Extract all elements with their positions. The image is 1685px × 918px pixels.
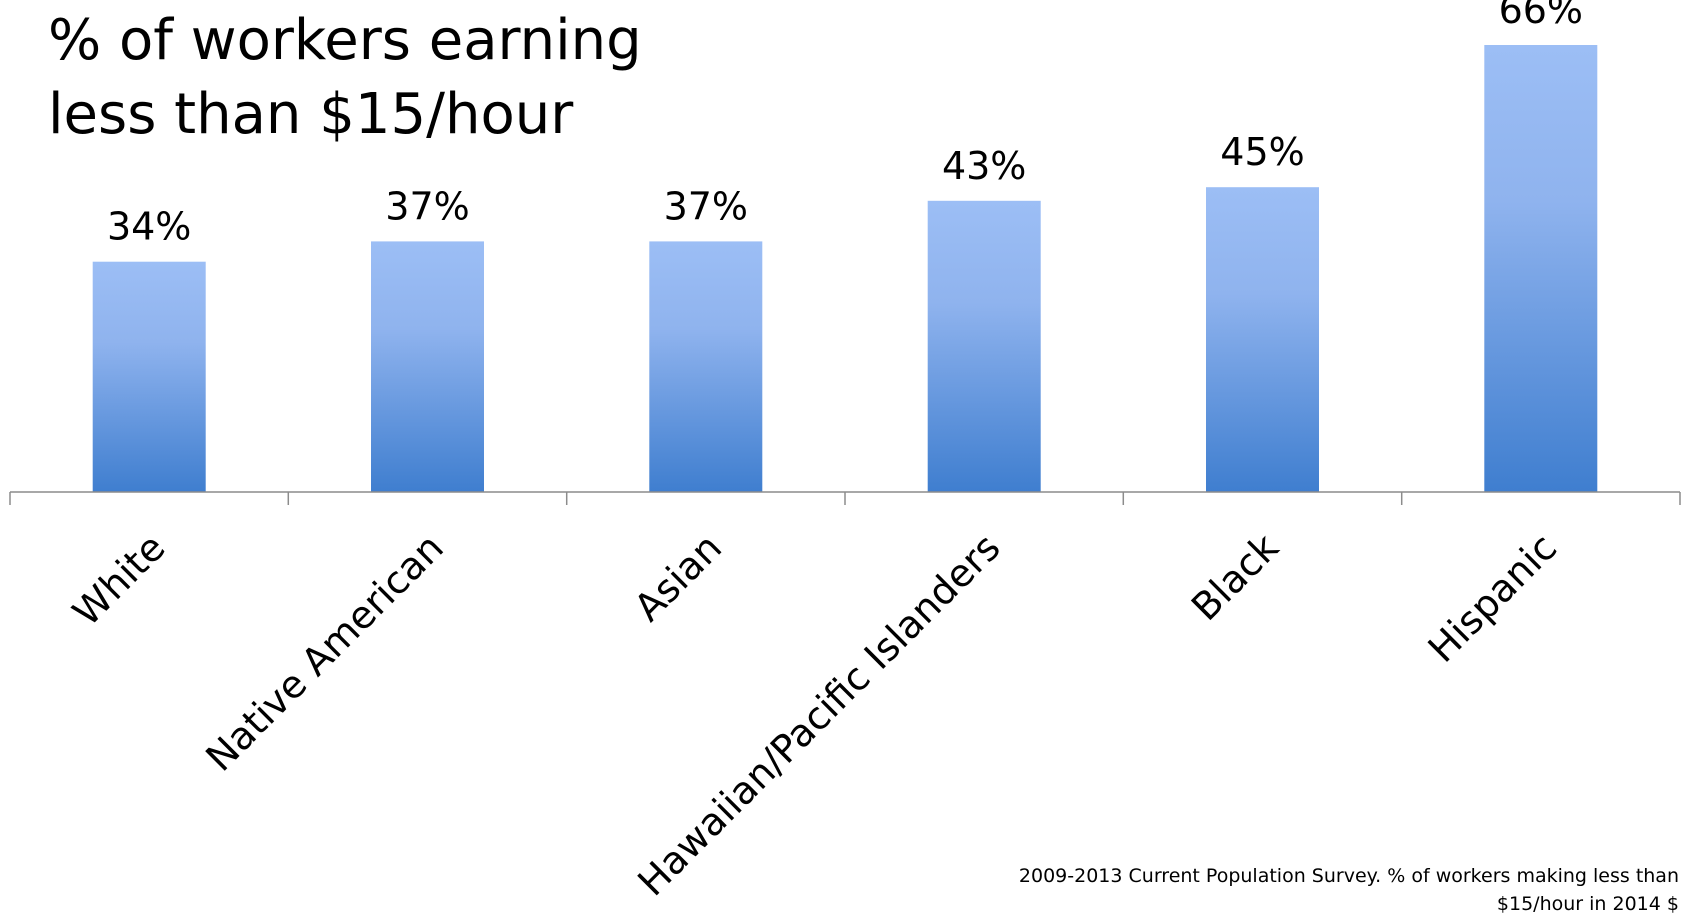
bar-hispanic [1484,45,1598,492]
tick-label: Black [1183,525,1287,629]
data-label: 37% [385,184,469,228]
tick-label: Native American [197,525,452,780]
bar-asian [649,241,763,492]
chart-title: % of workers earning less than $15/hour [48,8,642,147]
tick-label: Hispanic [1420,525,1566,671]
data-labels: 34% 37% 37% 43% 45% 66% [107,0,1583,249]
bar-black [1206,187,1319,492]
data-label: 37% [664,184,748,228]
source-note: 2009-2013 Current Population Survey. % o… [1018,865,1679,915]
data-label: 66% [1499,0,1583,32]
bar-hawaiian-pacific-islanders [927,200,1041,493]
x-axis [9,491,1681,505]
bar-white [92,261,206,492]
bar-native-american [371,241,484,492]
data-label: 43% [942,144,1026,188]
x-tick-labels: White Native American AsianHawaiian/Pacifi… [64,525,1565,904]
tick-label: Asian [626,525,730,629]
data-label: 45% [1220,130,1304,174]
bars-layer [92,45,1598,493]
data-label: 34% [107,205,191,249]
tick-label: White [64,525,173,634]
